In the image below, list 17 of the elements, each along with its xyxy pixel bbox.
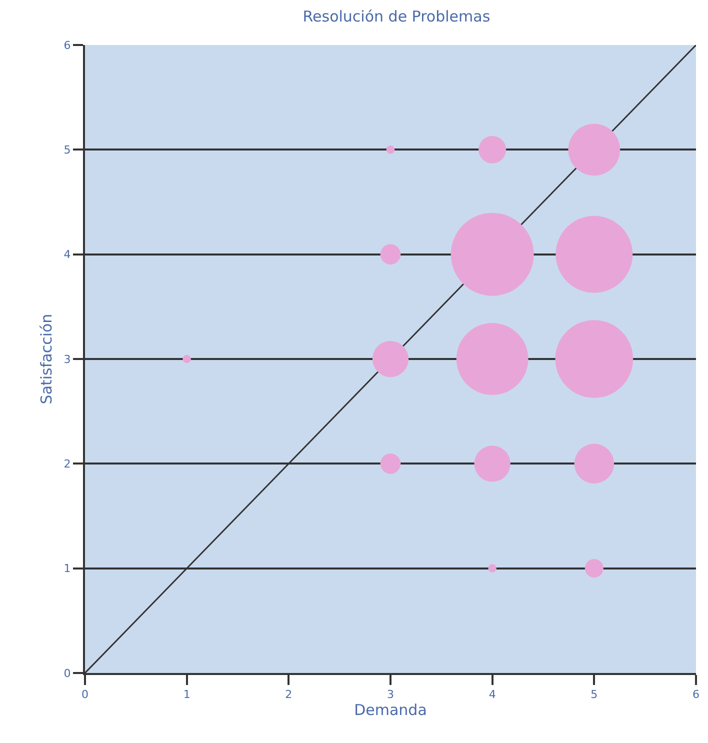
y-tick-label: 6 [64,38,71,52]
y-tick-label: 4 [64,248,71,262]
chart-title: Resolución de Problemas [302,8,490,26]
x-tick-label: 3 [387,688,394,702]
y-tick-label: 0 [64,666,71,680]
x-tick-label: 1 [183,688,190,702]
x-tick-label: 0 [82,688,88,702]
y-axis-title: Satisfacción [38,314,56,404]
x-tick-label: 4 [488,688,496,702]
x-tick-label: 5 [590,688,598,702]
y-tick-label: 2 [64,458,71,471]
x-axis-title: Demanda [354,701,427,720]
y-tick-label: 5 [64,144,71,157]
x-tick-label: 6 [692,688,700,702]
x-tick-label: 2 [285,688,292,702]
y-tick-label: 3 [64,352,71,366]
y-tick-label: 1 [64,562,71,576]
